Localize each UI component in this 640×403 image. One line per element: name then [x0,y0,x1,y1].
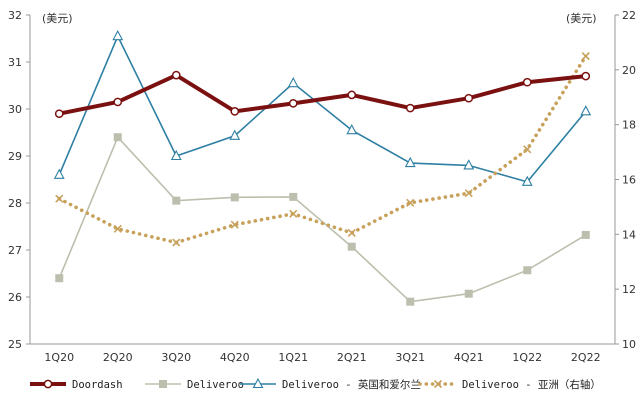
left-axis-tick-label: 27 [8,244,22,257]
x-axis-tick-label: 4Q21 [454,351,484,364]
legend-item: Deliveroo [145,379,244,391]
x-axis-tick-label: 2Q20 [103,351,133,364]
data-point [406,297,415,306]
data-point [581,52,590,61]
series-line [57,54,588,245]
data-point [523,266,532,275]
data-point [230,107,240,116]
x-axis-tick-label: 4Q20 [220,351,250,364]
legend-marker [433,379,443,389]
series-3 [55,52,590,247]
series-line [58,73,586,116]
data-point [346,123,358,135]
legend: Doordash Deliveroo Deliveroo - 英国和爱尔兰 Deliv… [30,377,601,391]
x-axis-tick-label: 3Q20 [161,351,191,364]
data-point [347,228,356,238]
data-point [523,145,532,154]
left-axis-tick-label: 29 [8,150,22,163]
data-point [229,129,241,140]
series-1 [55,133,590,306]
legend-label: Doordash [72,379,123,391]
data-point [464,189,473,198]
data-point [55,194,64,203]
legend-label: Deliveroo [187,379,244,391]
data-point [230,220,239,229]
right-axis-tick-label: 22 [622,9,636,22]
series-layer [53,29,592,306]
data-point [287,76,299,88]
data-point [404,156,416,168]
data-point [171,70,181,80]
left-axis-tick-label: 31 [8,56,22,69]
data-point [112,29,124,41]
legend-item: Deliveroo - 英国和爱尔兰 [240,377,421,391]
data-point [53,168,65,179]
data-point [113,224,122,233]
right-axis-tick-label: 12 [622,283,636,296]
right-axis-tick-label: 10 [622,338,636,351]
right-axis-unit: (美元) [566,12,597,25]
right-axis-tick-label: 18 [622,119,636,132]
series-2 [53,29,592,186]
left-axis-tick-label: 28 [8,197,22,210]
data-point [172,238,181,247]
left-axis-tick-label: 30 [8,103,22,116]
data-point [463,159,475,170]
data-point [580,105,592,116]
data-point [54,109,64,119]
data-point [405,103,415,113]
data-point [347,90,357,100]
left-axis-unit: (美元) [42,12,73,25]
data-point [581,71,591,81]
data-point [521,175,533,186]
right-axis-tick-label: 14 [622,228,636,241]
data-point [230,193,239,202]
legend-marker [43,379,53,389]
data-point [288,99,298,108]
data-point [55,274,64,283]
right-axis-tick-label: 20 [622,64,636,77]
series-0 [54,70,591,119]
legend-item: Deliveroo - 亚洲（右轴） [418,378,601,391]
data-point [464,93,474,103]
data-point [113,97,123,107]
left-axis-tick-label: 25 [8,338,22,351]
legend-label: Deliveroo - 亚洲（右轴） [462,378,601,391]
left-axis-tick-label: 32 [8,9,22,22]
data-point [581,230,590,239]
left-axis-tick-label: 26 [8,291,22,304]
data-point [113,133,122,142]
data-point [289,192,298,201]
data-point [522,77,532,87]
legend-label: Deliveroo - 英国和爱尔兰 [282,378,421,391]
data-point [406,198,415,207]
legend-marker [252,377,264,389]
data-point [170,149,182,161]
data-point [464,289,473,298]
x-axis-tick-label: 3Q21 [395,351,425,364]
x-axis-tick-label: 1Q21 [278,351,308,364]
data-point [289,209,298,218]
data-point [172,196,181,205]
x-axis-tick-label: 2Q21 [337,351,367,364]
x-axis-tick-label: 1Q22 [512,351,542,364]
tick-labels: 25 26 27 28 29 30 31 32 10 12 14 16 18 20 22 1Q20 2Q20 3Q… [8,9,636,364]
legend-marker [159,380,167,388]
x-axis-tick-label: 2Q22 [571,351,601,364]
data-point [347,242,356,251]
right-axis-tick-label: 16 [622,174,636,187]
legend-item: Doordash [30,379,123,391]
x-axis-tick-label: 1Q20 [44,351,74,364]
series-line [58,135,587,303]
series-line [58,34,587,183]
